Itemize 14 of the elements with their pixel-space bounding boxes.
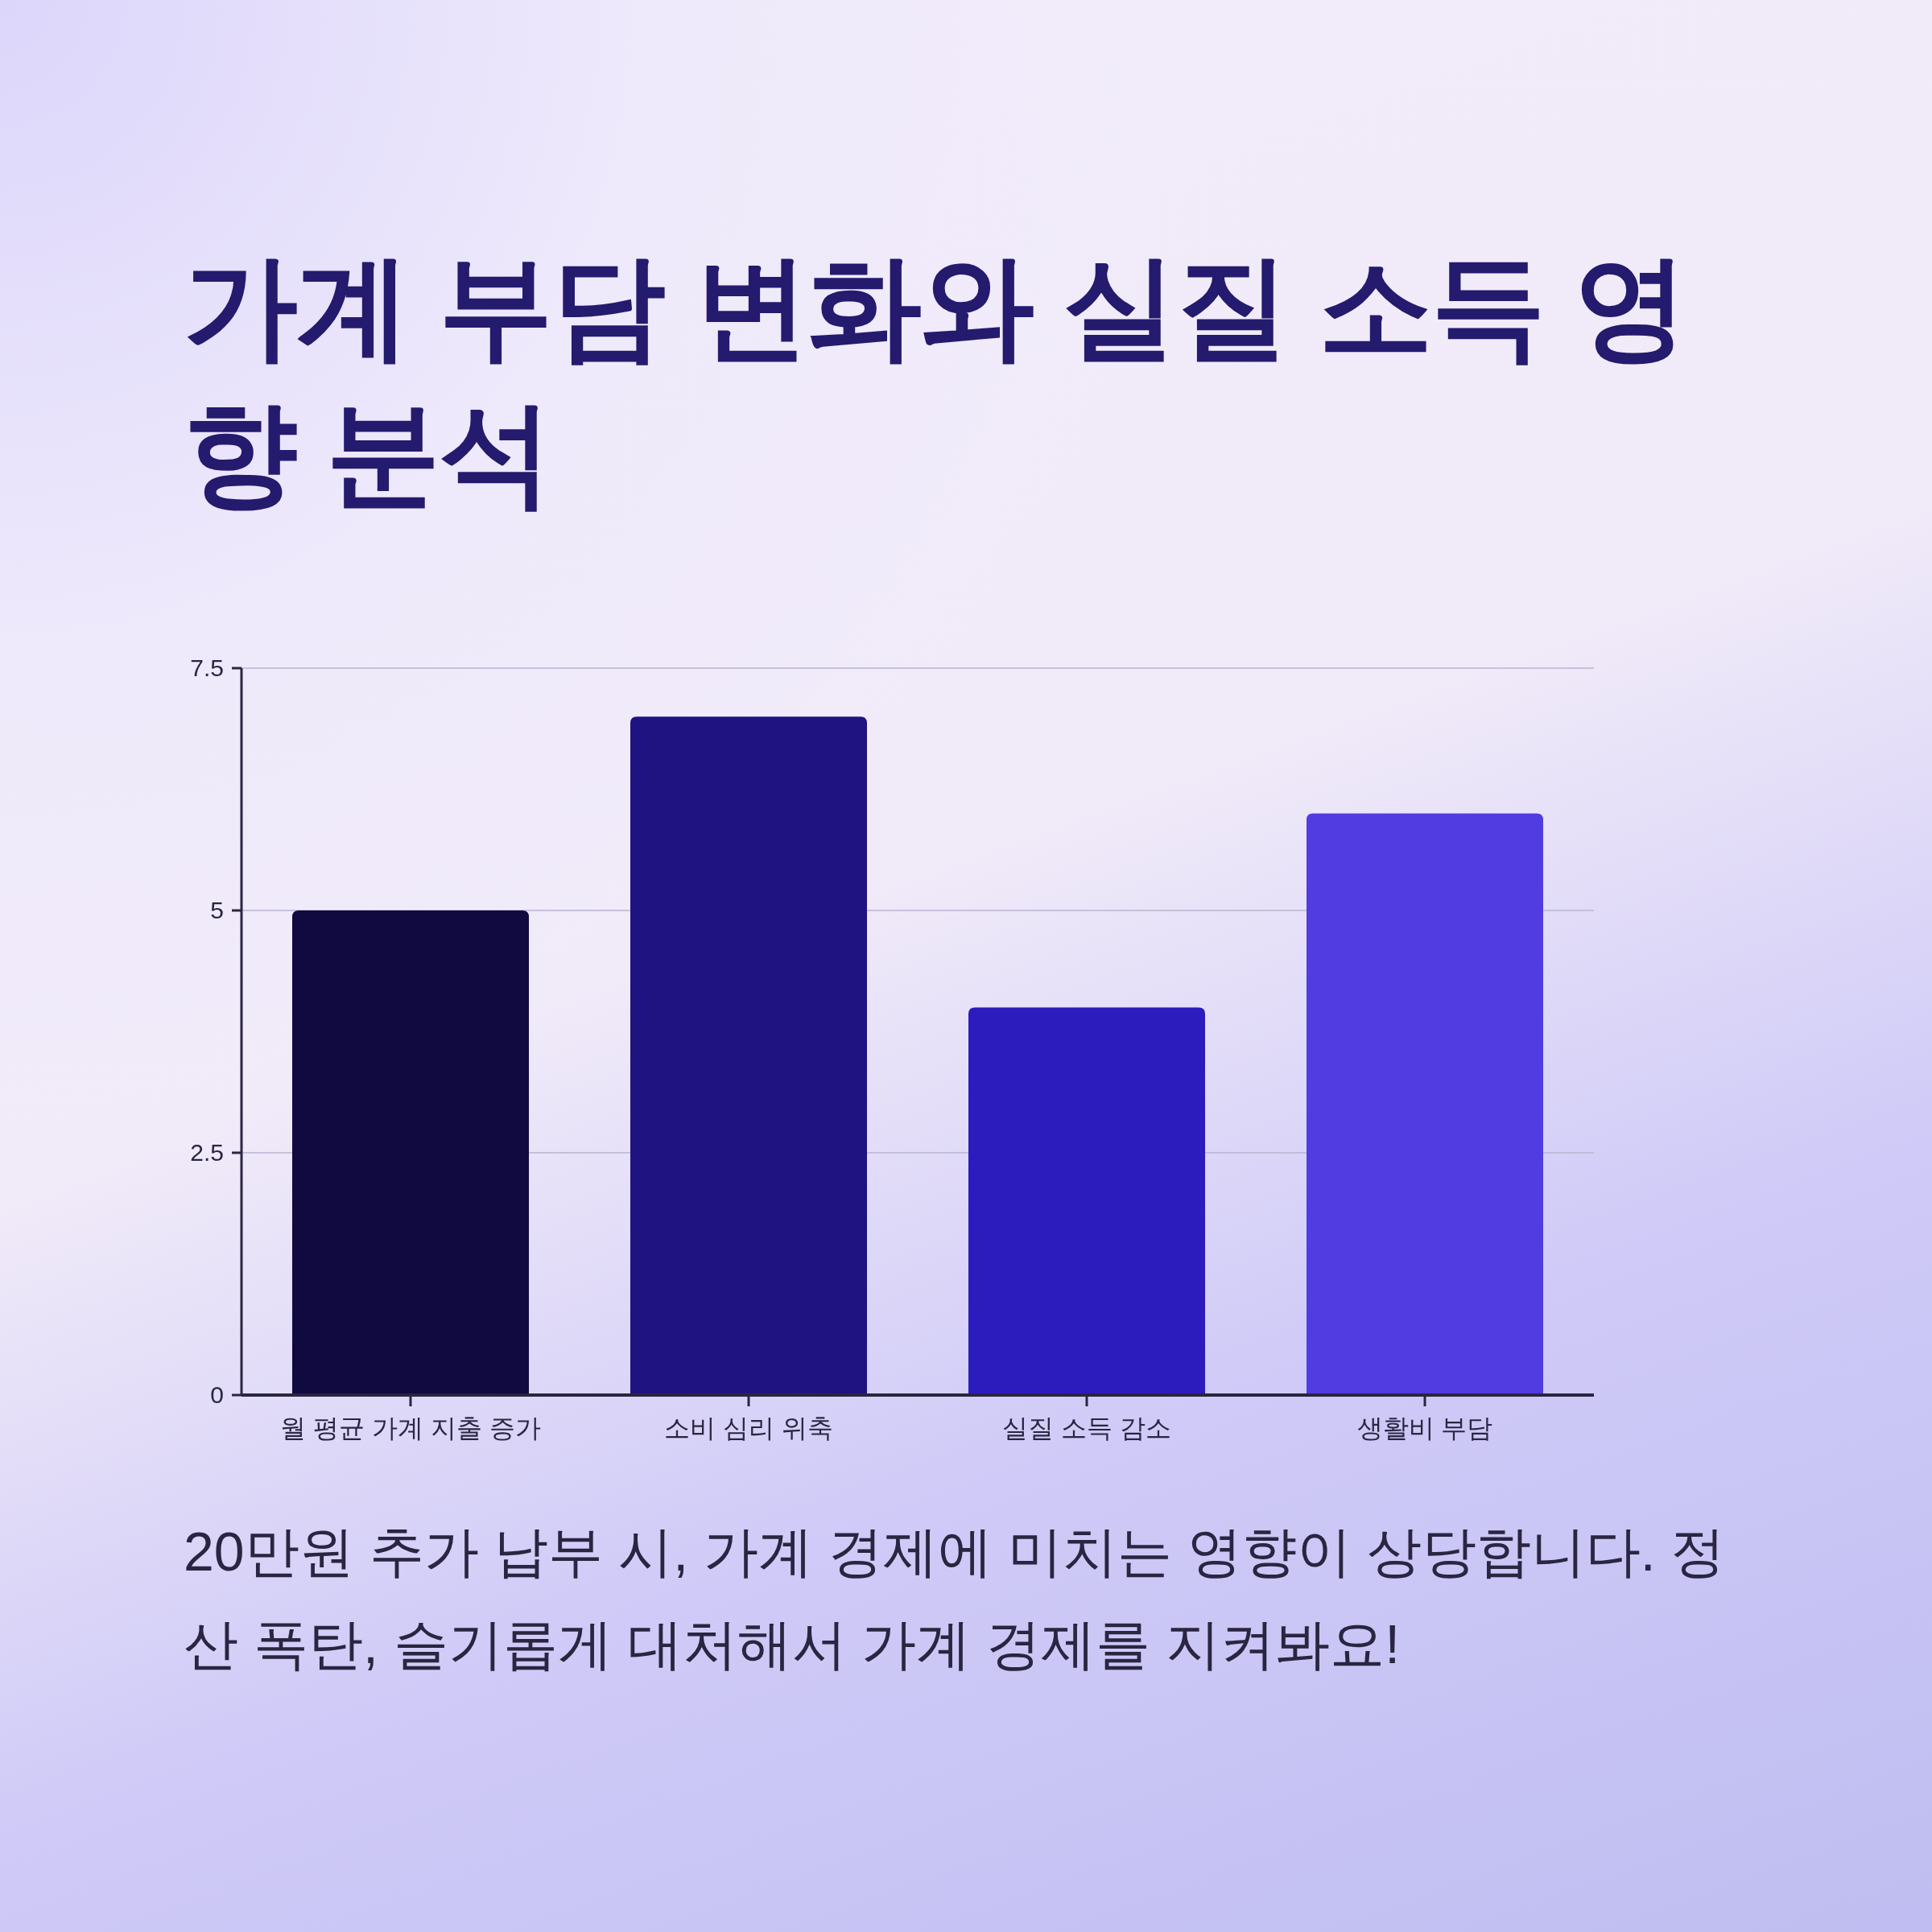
x-tick-label: 월 평균 가계 지출 증가 — [280, 1414, 541, 1443]
x-tick-label: 생활비 부담 — [1356, 1414, 1493, 1443]
bar — [1307, 813, 1543, 1395]
x-tick-label: 소비 심리 위축 — [664, 1414, 833, 1443]
bar — [292, 910, 529, 1395]
chart-title: 가계 부담 변화와 실질 소득 영향 분석 — [184, 242, 1688, 518]
bar — [968, 1007, 1205, 1395]
x-tick-label: 실질 소득 감소 — [1002, 1414, 1171, 1443]
y-tick-label: 2.5 — [190, 1139, 224, 1166]
y-tick-label: 5 — [210, 897, 224, 923]
text: 20만원 추가 납부 시, 가계 경제에 미치는 영향이 상당합니다. 정산 폭탄, 슬기롭게 대처해서 가계 경제를 지켜봐요! — [184, 1520, 1727, 1676]
bar — [630, 716, 867, 1395]
y-tick-label: 0 — [210, 1381, 224, 1408]
y-tick-label: 7.5 — [190, 654, 224, 681]
